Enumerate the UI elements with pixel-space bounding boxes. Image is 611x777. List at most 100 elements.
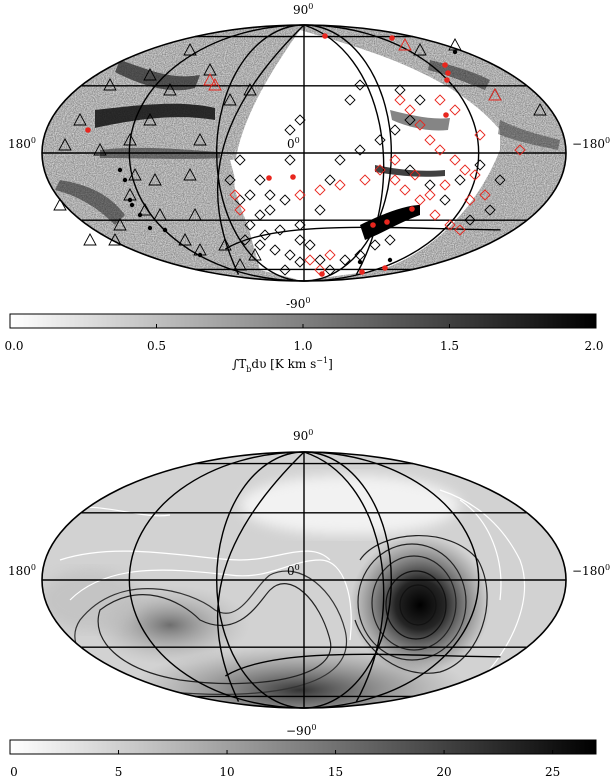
colorbar-tick-label: 0.0 — [4, 339, 23, 353]
bottom-lat-bottom-label: −900 — [286, 723, 316, 738]
diamond-marker — [404, 104, 416, 116]
top-map: 900 -900 1800 −1800 00 — [8, 2, 610, 311]
top-lat-top-label: 900 — [293, 2, 313, 17]
dot-marker — [389, 35, 395, 41]
diamond-marker — [294, 189, 306, 201]
triangle-marker — [208, 78, 222, 91]
dot-marker — [452, 49, 458, 55]
top-lat-bottom-label: -900 — [286, 296, 310, 311]
diamond-marker — [314, 184, 326, 196]
diamond-marker — [514, 144, 526, 156]
diamond-marker — [414, 94, 426, 106]
triangle-marker — [163, 83, 177, 96]
diamond-marker — [334, 154, 346, 166]
diamond-marker — [414, 194, 426, 206]
triangle-marker — [193, 133, 207, 146]
top-colorbar: 0.0 0.5 1.0 1.5 2.0 ∫Tbdυ [K km s−1] — [4, 313, 604, 374]
diamond-marker — [459, 164, 471, 176]
diamond-marker — [294, 256, 306, 268]
bottom-map-outline — [41, 451, 567, 709]
diamond-marker — [439, 179, 451, 191]
diamond-marker — [284, 124, 296, 136]
diamond-marker — [274, 224, 286, 236]
diamond-marker — [369, 239, 381, 251]
diamond-marker — [409, 169, 421, 181]
diamond-marker — [264, 204, 276, 216]
diamond-marker — [474, 129, 486, 141]
diamond-marker — [374, 164, 386, 176]
bottom-colorbar-gradient — [9, 739, 597, 755]
triangle-marker — [203, 63, 217, 76]
diamond-marker — [334, 179, 346, 191]
dot-marker — [266, 175, 272, 181]
bottom-lon-right-label: −1800 — [572, 563, 610, 578]
diamond-marker — [444, 219, 456, 231]
bottom-map: 900 −900 1800 −1800 00 — [8, 428, 610, 738]
diamond-marker — [354, 79, 366, 91]
dot-marker — [370, 222, 376, 228]
bottom-map-contours — [59, 489, 525, 695]
diamond-marker — [449, 104, 461, 116]
diamond-marker — [284, 249, 296, 261]
diamond-marker — [344, 94, 356, 106]
diamond-marker — [244, 189, 256, 201]
dot-marker — [162, 227, 168, 233]
diamond-marker — [239, 234, 251, 246]
bottom-center-label: 00 — [287, 563, 300, 578]
diamond-marker — [254, 174, 266, 186]
triangle-marker — [148, 173, 162, 186]
colorbar-tick-label: 15 — [328, 765, 343, 777]
triangle-marker — [188, 208, 202, 221]
triangle-marker — [533, 103, 547, 116]
diamond-marker — [394, 94, 406, 106]
dot-marker — [290, 174, 296, 180]
diamond-marker — [454, 174, 466, 186]
colorbar-tick-label: 20 — [436, 765, 451, 777]
triangle-marker — [143, 68, 157, 81]
diamond-marker — [404, 114, 416, 126]
dot-marker — [384, 219, 390, 225]
diamond-marker — [469, 169, 481, 181]
bottom-lon-left-label: 1800 — [8, 563, 36, 578]
dot-marker — [85, 127, 91, 133]
triangle-marker — [73, 113, 87, 126]
top-lon-right-label: −1800 — [572, 136, 610, 151]
triangle-marker — [83, 233, 97, 246]
colorbar-tick-label: 2.0 — [584, 339, 603, 353]
dot-marker — [129, 202, 135, 208]
triangle-marker — [113, 218, 127, 231]
diamond-marker — [314, 204, 326, 216]
great-circle-line — [216, 24, 305, 275]
triangle-marker — [123, 133, 137, 146]
diamond-marker — [424, 189, 436, 201]
triangle-marker — [183, 168, 197, 181]
dot-marker — [443, 112, 449, 118]
triangle-marker — [218, 238, 232, 251]
diamond-marker — [304, 254, 316, 266]
diamond-marker — [434, 144, 446, 156]
colorbar-tick-label: 1.0 — [293, 339, 312, 353]
colorbar-tick-label: 0.5 — [147, 339, 166, 353]
diamond-marker — [264, 189, 276, 201]
dot-marker — [122, 177, 128, 183]
colorbar-tick-label: 1.5 — [440, 339, 459, 353]
diamond-marker — [229, 189, 241, 201]
triangle-marker — [103, 78, 117, 91]
diamond-marker — [464, 194, 476, 206]
top-map-outline — [41, 24, 567, 282]
diamond-marker — [284, 154, 296, 166]
dot-marker — [319, 271, 325, 277]
diamond-marker — [464, 214, 476, 226]
diamond-marker — [294, 219, 306, 231]
diamond-marker — [304, 239, 316, 251]
dot-marker — [117, 167, 123, 173]
triangle-marker — [153, 208, 167, 221]
bottom-lat-top-label: 900 — [293, 428, 313, 443]
diamond-marker — [279, 264, 291, 276]
triangle-marker — [53, 198, 67, 211]
colorbar-tick-label: 25 — [545, 765, 560, 777]
diamond-marker — [454, 224, 466, 236]
bottom-colorbar: 0 5 10 15 20 25 — [9, 739, 597, 777]
diamond-marker — [479, 189, 491, 201]
